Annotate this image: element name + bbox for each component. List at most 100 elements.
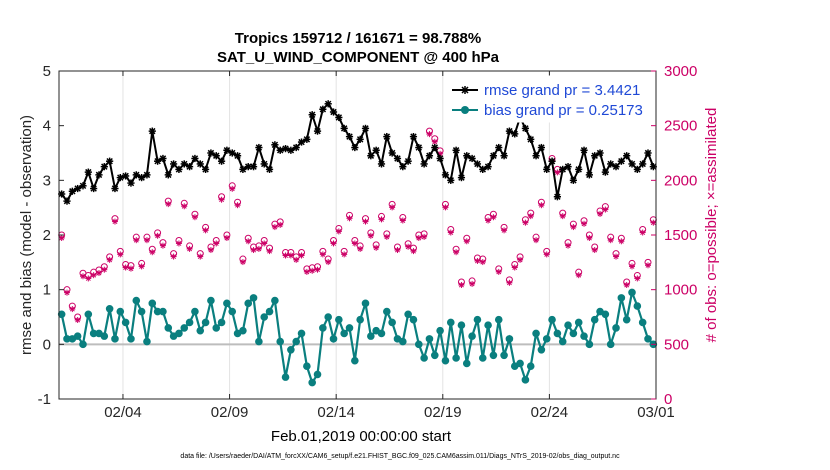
obs-assimilated-stroke	[624, 282, 630, 288]
rmse-point-stroke	[106, 157, 113, 165]
rmse-point	[383, 133, 391, 141]
obs-assimilated-marker	[554, 169, 561, 176]
rmse-point	[74, 184, 82, 193]
rmse-point	[164, 171, 172, 179]
obs-assimilated-marker	[458, 282, 465, 289]
obs-assimilated-stroke	[522, 220, 528, 226]
legend-entry-rmse: rmse grand pr = 3.4421	[452, 82, 640, 99]
obs-assimilated-stroke	[432, 139, 438, 145]
obs-assimilated-marker	[639, 229, 646, 236]
obs-assimilated-stroke	[192, 214, 198, 220]
rmse-point	[127, 179, 135, 187]
bias-point	[564, 321, 572, 330]
obs-assimilated-marker	[223, 235, 230, 241]
obs-assimilated-stroke	[453, 249, 459, 255]
obs-assimilated-marker	[607, 237, 614, 244]
rmse-point-stroke	[511, 130, 518, 138]
obs-assimilated-marker	[154, 232, 161, 239]
rmse-point-stroke	[79, 182, 87, 190]
rmse-point-stroke	[548, 157, 556, 165]
bias-point	[542, 335, 551, 343]
bias-point	[532, 329, 540, 338]
x-axis-label: Feb.01,2019 00:00:00 start	[271, 428, 452, 445]
rmse-series	[58, 100, 657, 205]
obs-assimilated-marker	[394, 247, 401, 254]
rmse-point-stroke	[607, 160, 614, 168]
obs-assimilated-stroke	[293, 257, 299, 263]
rmse-point	[399, 163, 407, 171]
bias-point	[425, 335, 434, 343]
obs-assimilated-marker	[426, 131, 433, 138]
obs-assimilated-marker	[447, 229, 454, 236]
obs-assimilated-marker	[165, 201, 172, 208]
y-tick-label: 1	[43, 282, 51, 299]
bias-point	[212, 324, 221, 332]
obs-assimilated-marker	[69, 306, 76, 313]
obs-assimilated-marker	[90, 272, 97, 279]
bias-point	[345, 324, 354, 332]
rmse-point-stroke	[580, 147, 588, 154]
data-file-footnote: data file: /Users/raeder/DAI/ATM_forcXX/…	[180, 453, 620, 460]
rmse-point	[122, 172, 130, 180]
rmse-point	[564, 163, 572, 171]
obs-assimilated-marker	[602, 206, 609, 213]
y-tick-label: 5	[43, 63, 51, 80]
obs-assimilated-stroke	[576, 272, 582, 278]
rmse-point	[143, 171, 151, 179]
obs-assimilated-marker	[581, 220, 588, 227]
obs-assimilated-stroke	[363, 219, 368, 225]
rmse-point-stroke	[191, 155, 199, 162]
rmse-point-stroke	[596, 149, 604, 157]
rmse-point	[388, 149, 396, 157]
obs-assimilated-stroke	[416, 235, 422, 241]
legend-bias-label: bias grand pr = 0.25173	[484, 102, 643, 119]
bias-point	[148, 299, 157, 308]
obs-assimilated-stroke	[229, 186, 235, 192]
rmse-point-stroke	[527, 136, 534, 143]
bias-point	[175, 329, 183, 338]
rmse-point-stroke	[244, 163, 252, 170]
rmse-point	[303, 135, 311, 143]
obs-assimilated-marker	[474, 257, 481, 264]
y-right-tick-label: 1000	[664, 282, 697, 299]
rmse-point	[425, 152, 434, 160]
obs-assimilated-stroke	[384, 234, 390, 240]
obs-count-series	[58, 127, 657, 323]
obs-assimilated-stroke	[91, 272, 97, 278]
obs-assimilated-marker	[431, 138, 438, 145]
rmse-point	[159, 154, 167, 163]
rmse-point-stroke	[388, 149, 396, 157]
obs-assimilated-marker	[111, 218, 118, 225]
obs-assimilated-stroke	[480, 259, 486, 265]
bias-point	[569, 329, 578, 338]
rmse-point-stroke	[591, 152, 598, 159]
obs-assimilated-stroke	[560, 213, 566, 219]
obs-assimilated-stroke	[277, 222, 283, 228]
obs-assimilated-marker	[63, 289, 70, 296]
obs-assimilated-marker	[490, 214, 497, 221]
rmse-point	[212, 152, 220, 160]
obs-assimilated-marker	[138, 263, 145, 270]
rmse-point	[420, 160, 428, 168]
rmse-point-stroke	[639, 160, 646, 168]
rmse-point	[319, 105, 327, 113]
rmse-point-stroke	[490, 152, 497, 159]
legend-entry-bias: bias grand pr = 0.25173	[452, 102, 643, 119]
obs-assimilated-marker	[357, 245, 364, 252]
rmse-point	[585, 171, 593, 179]
rmse-point	[367, 152, 375, 160]
y-right-tick-label: 500	[664, 336, 689, 353]
rmse-point-stroke	[452, 147, 460, 154]
obs-assimilated-marker	[469, 280, 476, 287]
obs-assimilated-marker	[634, 275, 641, 282]
obs-assimilated-marker	[197, 253, 204, 260]
obs-assimilated-marker	[410, 248, 417, 255]
bias-point	[180, 324, 189, 332]
rmse-point-stroke	[463, 152, 471, 159]
obs-assimilated-marker	[586, 235, 593, 241]
bias-point	[185, 318, 194, 327]
obs-assimilated-stroke	[608, 237, 614, 243]
bias-point	[265, 307, 274, 316]
obs-assimilated-stroke	[197, 254, 203, 260]
